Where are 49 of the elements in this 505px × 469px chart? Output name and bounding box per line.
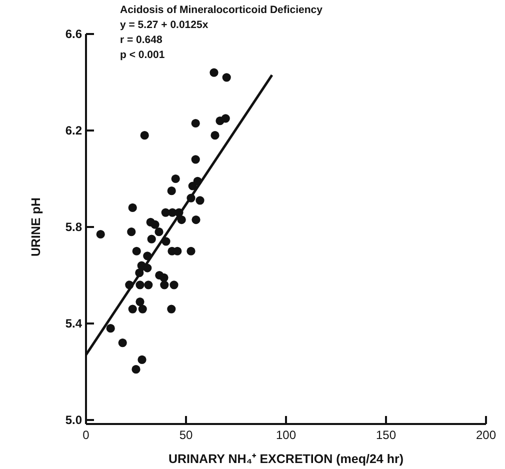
point xyxy=(160,273,168,282)
point xyxy=(144,280,153,290)
x-tick-label: 200 xyxy=(476,428,496,442)
x-tick-label: 0 xyxy=(82,428,90,442)
point xyxy=(132,246,141,256)
x-axis-title: URINARY NH₄⁺ EXCRETION (meq/24 hr) xyxy=(168,452,404,466)
point xyxy=(191,118,200,128)
point xyxy=(138,355,146,364)
point xyxy=(128,203,137,212)
annotation: r = 0.648 xyxy=(120,34,162,46)
point xyxy=(222,73,231,82)
point xyxy=(191,155,200,164)
x-tick-label: 100 xyxy=(276,428,296,442)
point xyxy=(221,114,230,123)
text: y = 5.27 + 0.0125x xyxy=(120,19,208,31)
point xyxy=(150,220,160,229)
point xyxy=(170,280,178,290)
y-tick-label: 5.0 xyxy=(65,413,82,428)
point xyxy=(136,280,144,290)
y-axis-title: URINE pH xyxy=(29,197,43,257)
point xyxy=(132,365,140,374)
point xyxy=(147,234,156,244)
point xyxy=(196,196,204,205)
point xyxy=(210,68,218,77)
point xyxy=(140,131,149,140)
point xyxy=(154,228,164,236)
point xyxy=(186,246,196,256)
point xyxy=(136,297,144,306)
point xyxy=(171,174,180,184)
point xyxy=(106,324,115,333)
point xyxy=(167,304,176,314)
point xyxy=(118,338,127,348)
annotation: p < 0.001 xyxy=(120,49,165,61)
point xyxy=(167,186,176,196)
x-tick-label: 50 xyxy=(179,428,193,442)
point xyxy=(177,215,186,224)
point xyxy=(127,228,136,236)
point xyxy=(210,131,220,140)
y-tick-label: 6.6 xyxy=(65,27,82,42)
point xyxy=(192,215,200,224)
point xyxy=(160,280,169,290)
y-tick-label: 5.8 xyxy=(65,220,82,234)
y-tick-label: 5.4 xyxy=(65,316,82,331)
point xyxy=(96,230,105,239)
x-tick-label: 150 xyxy=(376,428,396,442)
point xyxy=(138,304,147,314)
chart-title: Acidosis of Mineralocorticoid Deficiency xyxy=(120,4,323,16)
y-tick-label: 6.2 xyxy=(65,124,82,138)
point xyxy=(128,304,137,314)
